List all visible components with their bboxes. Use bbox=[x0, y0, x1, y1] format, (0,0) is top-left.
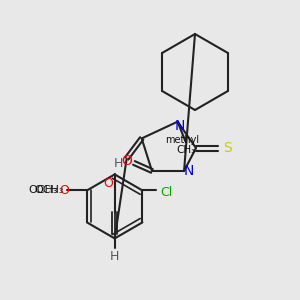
Text: Cl: Cl bbox=[160, 186, 172, 199]
Text: OCH₃: OCH₃ bbox=[34, 185, 64, 195]
Text: H: H bbox=[110, 250, 119, 263]
Text: N: N bbox=[184, 164, 194, 178]
Text: H: H bbox=[114, 157, 123, 170]
Text: methyl: methyl bbox=[166, 135, 200, 145]
Text: O: O bbox=[103, 177, 112, 190]
Text: S: S bbox=[223, 141, 231, 155]
Text: CH₃: CH₃ bbox=[176, 145, 195, 155]
Text: O: O bbox=[122, 154, 132, 168]
Text: OCH₃: OCH₃ bbox=[28, 185, 58, 195]
Text: N: N bbox=[174, 119, 185, 133]
Text: O: O bbox=[59, 184, 69, 197]
